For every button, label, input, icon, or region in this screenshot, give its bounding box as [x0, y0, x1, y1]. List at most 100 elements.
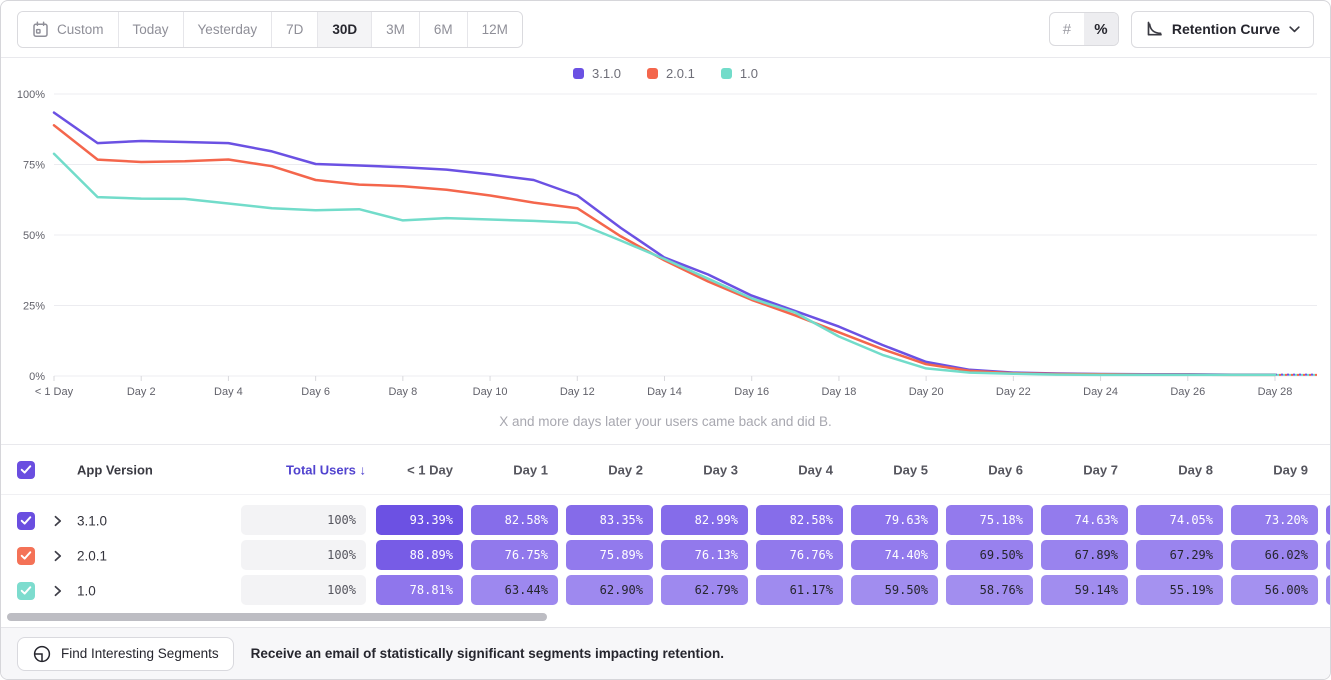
column-header-day-1[interactable]: Day 1: [513, 462, 548, 477]
chart-axis-note: X and more days later your users came ba…: [499, 414, 832, 429]
date-range-30d[interactable]: 30D: [317, 11, 372, 47]
x-axis-tick-label: Day 8: [388, 386, 417, 398]
legend-label: 1.0: [739, 66, 758, 81]
retention-cell[interactable]: 59.50%: [851, 575, 938, 605]
column-header--1-day[interactable]: < 1 Day: [407, 462, 453, 477]
series-line-1.0[interactable]: [52, 152, 1277, 377]
retention-cell[interactable]: 74.63%: [1041, 505, 1128, 535]
select-all-checkbox[interactable]: [17, 460, 35, 479]
date-range-label: 7D: [286, 21, 304, 37]
y-axis-tick-label: 100%: [17, 89, 45, 101]
column-header-day-7[interactable]: Day 7: [1083, 462, 1118, 477]
column-header-day-8[interactable]: Day 8: [1178, 462, 1213, 477]
footer-bar: Find Interesting Segments Receive an ema…: [1, 627, 1330, 679]
date-range-label: 30D: [332, 21, 358, 37]
retention-cell[interactable]: 67.89%: [1041, 540, 1128, 570]
find-interesting-segments-button[interactable]: Find Interesting Segments: [17, 636, 234, 671]
retention-cell[interactable]: 82.58%: [471, 505, 558, 535]
scrollbar-thumb[interactable]: [7, 613, 547, 621]
chevron-down-icon: [1289, 25, 1300, 33]
retention-cell[interactable]: 62.90%: [566, 575, 653, 605]
retention-cell[interactable]: 82.99%: [661, 505, 748, 535]
x-axis-tick-label: Day 28: [1258, 386, 1293, 398]
retention-cell[interactable]: 73.20%: [1231, 505, 1318, 535]
row-checkbox[interactable]: [17, 546, 35, 565]
chart-type-dropdown[interactable]: Retention Curve: [1130, 10, 1314, 48]
x-axis-tick-label: Day 24: [1083, 386, 1118, 398]
retention-cell[interactable]: 82.58%: [756, 505, 843, 535]
legend-swatch: [646, 68, 658, 79]
chevron-right-icon[interactable]: [54, 515, 62, 526]
chart-legend: 3.1.0 2.0.1 1.0: [1, 66, 1330, 81]
retention-cell[interactable]: 55.19%: [1136, 575, 1223, 605]
x-axis-tick-label: Day 16: [734, 386, 769, 398]
retention-cell[interactable]: 63.44%: [471, 575, 558, 605]
legend-item[interactable]: 1.0: [720, 66, 758, 81]
percent-values-button[interactable]: %: [1083, 13, 1118, 45]
calendar-icon: [32, 21, 49, 38]
retention-cell[interactable]: 56.00%: [1231, 575, 1318, 605]
date-range-today[interactable]: Today: [117, 11, 183, 47]
x-axis-tick-label: Day 10: [473, 386, 508, 398]
legend-swatch: [720, 68, 732, 79]
retention-cell[interactable]: 59.14%: [1041, 575, 1128, 605]
date-range-group: Custom Today Yesterday 7D 30D 3M 6M 12M: [17, 10, 523, 48]
retention-cell-clipped[interactable]: [1326, 505, 1330, 535]
retention-table: App Version Total Users ↓ < 1 Day Day 1 Da…: [1, 444, 1330, 607]
retention-cell[interactable]: 74.40%: [851, 540, 938, 570]
retention-cell[interactable]: 67.29%: [1136, 540, 1223, 570]
column-header-day-2[interactable]: Day 2: [608, 462, 643, 477]
retention-cell[interactable]: 75.89%: [566, 540, 653, 570]
date-range-7d[interactable]: 7D: [271, 11, 318, 47]
row-checkbox[interactable]: [17, 581, 35, 600]
x-axis-tick-label: Day 4: [214, 386, 243, 398]
legend-item[interactable]: 2.0.1: [646, 66, 695, 81]
date-range-6m[interactable]: 6M: [418, 11, 467, 47]
column-header-total-users[interactable]: Total Users ↓: [286, 462, 366, 477]
toolbar: Custom Today Yesterday 7D 30D 3M 6M 12M #% Rete…: [1, 1, 1330, 58]
date-range-12m[interactable]: 12M: [466, 11, 522, 47]
retention-cell[interactable]: 76.76%: [756, 540, 843, 570]
retention-cell-clipped[interactable]: [1326, 540, 1330, 570]
date-range-3m[interactable]: 3M: [371, 11, 419, 47]
retention-cell[interactable]: 83.35%: [566, 505, 653, 535]
retention-cell[interactable]: 61.17%: [756, 575, 843, 605]
retention-cell[interactable]: 75.18%: [946, 505, 1033, 535]
horizontal-scrollbar[interactable]: [1, 607, 1330, 621]
total-users-cell: 100%: [241, 540, 366, 570]
segments-icon: [32, 644, 52, 664]
date-range-label: 6M: [433, 21, 453, 37]
retention-cell[interactable]: 93.39%: [376, 505, 463, 535]
retention-cell[interactable]: 88.89%: [376, 540, 463, 570]
retention-cell[interactable]: 76.75%: [471, 540, 558, 570]
column-header-day-6[interactable]: Day 6: [988, 462, 1023, 477]
row-checkbox[interactable]: [17, 511, 35, 530]
chevron-right-icon[interactable]: [54, 585, 62, 596]
column-header-day-3[interactable]: Day 3: [703, 462, 738, 477]
date-range-custom[interactable]: Custom: [18, 11, 118, 47]
series-line-3.1.0[interactable]: [52, 111, 1277, 376]
column-header-day-9[interactable]: Day 9: [1273, 462, 1308, 477]
x-axis-tick-label: Day 22: [996, 386, 1031, 398]
column-header-day-4[interactable]: Day 4: [798, 462, 833, 477]
absolute-values-button[interactable]: #: [1062, 20, 1072, 38]
retention-cell-clipped[interactable]: [1326, 575, 1330, 605]
retention-cell[interactable]: 79.63%: [851, 505, 938, 535]
column-header-day-5[interactable]: Day 5: [893, 462, 928, 477]
retention-cell[interactable]: 66.02%: [1231, 540, 1318, 570]
retention-cell[interactable]: 76.13%: [661, 540, 748, 570]
retention-cell[interactable]: 74.05%: [1136, 505, 1223, 535]
retention-cell[interactable]: 62.79%: [661, 575, 748, 605]
x-axis-tick-label: Day 14: [647, 386, 682, 398]
table-rows: 3.1.0 100% 93.39% 82.58% 83.35% 82.99% 82.58% 7…: [1, 495, 1330, 608]
x-axis-tick-label: Day 18: [821, 386, 856, 398]
retention-cell[interactable]: 69.50%: [946, 540, 1033, 570]
retention-cell[interactable]: 78.81%: [376, 575, 463, 605]
retention-curve-icon: [1145, 20, 1163, 38]
series-line-2.0.1[interactable]: [52, 124, 1277, 377]
total-users-cell: 100%: [241, 575, 366, 605]
retention-cell[interactable]: 58.76%: [946, 575, 1033, 605]
legend-item[interactable]: 3.1.0: [573, 66, 621, 81]
date-range-yesterday[interactable]: Yesterday: [182, 11, 272, 47]
chevron-right-icon[interactable]: [54, 550, 62, 561]
